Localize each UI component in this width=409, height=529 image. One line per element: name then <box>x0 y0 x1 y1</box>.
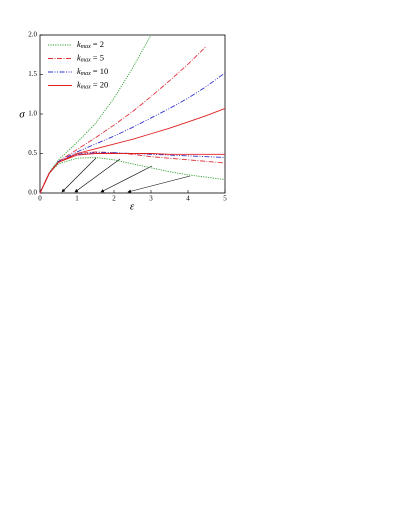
legend-sub: max <box>81 71 91 77</box>
legend-label: kmax = 5 <box>77 52 104 63</box>
legend-label: kmax = 2 <box>77 39 104 50</box>
arrow <box>74 158 121 193</box>
y-tick-label: 2.0 <box>28 31 37 39</box>
legend-var: k <box>77 52 81 62</box>
line-lower <box>39 156 226 194</box>
arrow <box>127 175 191 193</box>
x-tick-label: 1 <box>75 195 79 203</box>
legend-var: k <box>77 39 81 49</box>
y-tick-label: 1.0 <box>28 110 37 118</box>
x-axis-label: ε <box>130 201 135 213</box>
line-lower <box>39 153 225 194</box>
arrows <box>61 157 191 193</box>
y-axis-label: σ <box>19 109 25 121</box>
legend-var: k <box>77 66 81 76</box>
legend-sub: max <box>81 85 91 91</box>
legend-sub: max <box>81 44 91 50</box>
x-tick-label: 4 <box>186 195 190 203</box>
line-lower <box>39 152 226 194</box>
y-tick-label: 0.5 <box>28 149 37 157</box>
legend-name: = 10 <box>93 66 108 76</box>
x-tick-label: 2 <box>112 195 116 203</box>
line-upper <box>39 45 207 194</box>
line-upper <box>39 72 226 194</box>
x-tick-label: 0 <box>38 195 42 203</box>
legend-label: kmax = 20 <box>77 79 108 90</box>
legend-name: = 5 <box>93 52 104 62</box>
line-upper <box>39 34 152 194</box>
legend-sub: max <box>81 58 91 64</box>
legend-name: = 20 <box>93 79 108 89</box>
legend-var: k <box>77 79 81 89</box>
legend-label: kmax = 10 <box>77 66 108 77</box>
x-tick-label: 3 <box>149 195 153 203</box>
x-tick-label: 5 <box>223 195 227 203</box>
arrow <box>61 157 97 193</box>
y-tick-label: 0.0 <box>28 189 37 197</box>
y-tick-label: 1.5 <box>28 70 37 78</box>
arrow <box>100 165 153 193</box>
legend-name: = 2 <box>93 39 104 49</box>
